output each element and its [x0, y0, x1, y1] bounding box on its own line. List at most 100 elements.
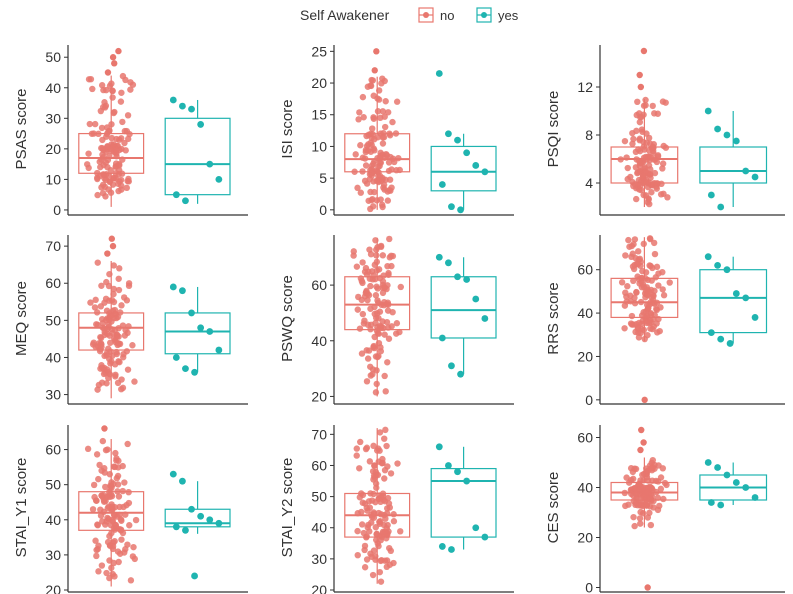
- data-point: [355, 116, 362, 123]
- data-point: [131, 555, 138, 563]
- data-point: [649, 147, 657, 155]
- data-point: [215, 176, 223, 183]
- data-point: [393, 98, 401, 105]
- data-point: [99, 145, 106, 152]
- data-point: [366, 458, 374, 465]
- data-point: [103, 380, 110, 387]
- data-point: [100, 325, 108, 332]
- data-point: [106, 493, 114, 501]
- data-point: [659, 165, 666, 172]
- data-point: [84, 161, 91, 168]
- data-point: [385, 335, 393, 342]
- data-point: [648, 189, 655, 196]
- data-point: [172, 354, 180, 361]
- data-point: [732, 479, 740, 486]
- data-point: [119, 118, 126, 126]
- data-point: [112, 175, 120, 182]
- legend-key-yes: [476, 7, 492, 23]
- data-point: [394, 460, 401, 467]
- data-point: [435, 70, 443, 77]
- data-point: [472, 162, 480, 169]
- data-point: [357, 275, 365, 282]
- y-tick-label: 30: [45, 110, 61, 126]
- y-tick-label: 60: [311, 457, 327, 473]
- data-point: [118, 145, 125, 153]
- data-point: [381, 284, 388, 291]
- y-tick-label: 40: [577, 305, 593, 321]
- data-point: [110, 141, 117, 148]
- data-point: [362, 162, 370, 169]
- data-point: [390, 518, 398, 525]
- data-point: [121, 127, 129, 135]
- data-point: [100, 497, 108, 504]
- data-point: [384, 510, 391, 517]
- data-point: [386, 176, 394, 183]
- data-point: [104, 446, 111, 453]
- data-point: [638, 502, 645, 509]
- data-point: [664, 194, 671, 201]
- data-point: [454, 468, 461, 476]
- data-point: [172, 191, 180, 199]
- data-point: [628, 312, 636, 320]
- box-yes: [699, 107, 768, 211]
- data-point: [393, 320, 401, 327]
- data-point: [651, 311, 658, 319]
- data-point: [376, 308, 384, 315]
- data-point: [622, 252, 629, 259]
- data-point: [105, 374, 112, 382]
- data-point: [624, 164, 631, 172]
- panel-ces-score: 0 20 40 60 CES score: [545, 425, 785, 594]
- box-no: [78, 235, 145, 399]
- data-point-outlier: [638, 426, 645, 434]
- data-point: [93, 451, 101, 458]
- box-iqr: [164, 312, 231, 355]
- y-tick-label: 50: [45, 312, 61, 328]
- y-axis-label: MEQ score: [13, 281, 30, 356]
- data-point: [359, 168, 366, 175]
- data-point: [639, 267, 646, 275]
- data-point: [649, 291, 657, 299]
- data-point: [435, 253, 443, 261]
- data-point: [639, 471, 646, 479]
- data-point: [132, 516, 140, 524]
- data-point: [121, 479, 128, 486]
- data-point: [88, 130, 96, 137]
- data-point: [215, 346, 223, 354]
- data-point: [357, 189, 364, 196]
- data-point: [98, 184, 105, 191]
- data-point: [114, 341, 121, 349]
- legend-title: Self Awakener: [300, 7, 390, 23]
- data-point: [106, 542, 114, 549]
- data-point: [630, 513, 637, 521]
- data-point: [111, 306, 119, 314]
- data-point: [111, 512, 118, 519]
- data-point: [115, 558, 122, 566]
- data-point: [115, 286, 123, 294]
- y-tick-label: 25: [311, 43, 327, 59]
- data-point: [640, 326, 648, 334]
- data-point: [383, 505, 391, 512]
- data-point: [640, 240, 647, 248]
- data-point: [172, 523, 180, 531]
- data-point: [106, 152, 113, 160]
- data-point: [108, 564, 115, 572]
- data-point: [373, 536, 380, 544]
- data-point: [629, 468, 637, 476]
- data-point: [438, 334, 446, 342]
- data-point: [366, 528, 373, 535]
- data-point: [108, 80, 115, 87]
- data-point: [645, 134, 653, 142]
- data-point: [382, 515, 389, 522]
- data-point: [374, 108, 382, 115]
- data-point: [126, 522, 133, 529]
- data-point: [376, 447, 383, 454]
- data-point: [435, 443, 443, 451]
- data-point: [118, 182, 125, 189]
- data-point: [382, 98, 389, 105]
- data-point: [376, 429, 384, 436]
- data-point: [106, 532, 113, 540]
- y-tick-label: 40: [577, 480, 593, 496]
- data-point: [112, 373, 119, 380]
- data-point: [635, 146, 642, 153]
- data-point: [91, 304, 99, 311]
